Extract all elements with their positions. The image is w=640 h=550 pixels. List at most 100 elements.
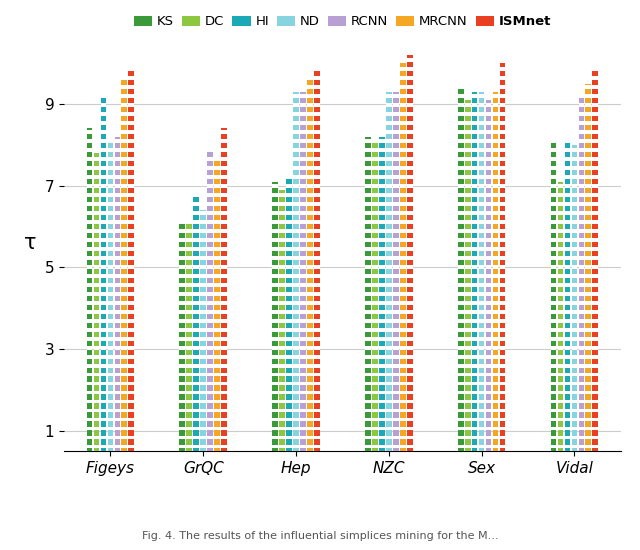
Bar bbox=[458, 274, 463, 278]
Bar bbox=[465, 122, 470, 125]
Bar bbox=[365, 265, 371, 269]
Bar bbox=[207, 220, 213, 224]
Bar bbox=[293, 292, 299, 296]
Bar bbox=[122, 301, 127, 305]
Bar bbox=[207, 409, 213, 412]
Bar bbox=[593, 328, 598, 332]
Bar bbox=[486, 328, 492, 332]
Bar bbox=[365, 382, 371, 386]
Bar bbox=[386, 265, 392, 269]
Bar bbox=[221, 148, 227, 152]
Bar bbox=[293, 122, 299, 125]
Bar bbox=[272, 328, 278, 332]
Bar bbox=[214, 175, 220, 179]
Bar bbox=[500, 364, 506, 367]
Bar bbox=[100, 391, 106, 394]
Bar bbox=[129, 122, 134, 125]
Bar bbox=[193, 283, 199, 287]
Bar bbox=[300, 355, 306, 359]
Bar bbox=[122, 166, 127, 170]
Bar bbox=[300, 184, 306, 188]
Bar bbox=[500, 346, 506, 350]
Bar bbox=[400, 444, 406, 448]
Bar bbox=[129, 391, 134, 394]
Bar bbox=[122, 418, 127, 421]
Bar bbox=[586, 103, 591, 107]
Bar bbox=[272, 229, 278, 233]
Bar bbox=[108, 319, 113, 323]
Bar bbox=[129, 130, 134, 134]
Bar bbox=[400, 220, 406, 224]
Bar bbox=[365, 391, 371, 394]
Bar bbox=[365, 346, 371, 350]
Bar bbox=[279, 436, 285, 439]
Bar bbox=[86, 364, 92, 367]
Bar bbox=[400, 95, 406, 98]
Bar bbox=[286, 355, 292, 359]
Bar bbox=[293, 166, 299, 170]
Bar bbox=[500, 85, 506, 89]
Bar bbox=[286, 319, 292, 323]
Bar bbox=[386, 310, 392, 314]
Bar bbox=[586, 391, 591, 394]
Bar bbox=[293, 436, 299, 439]
Bar bbox=[300, 265, 306, 269]
Bar bbox=[307, 157, 313, 161]
Bar bbox=[379, 175, 385, 179]
Bar bbox=[400, 409, 406, 412]
Bar bbox=[564, 256, 570, 260]
Bar bbox=[393, 220, 399, 224]
Bar bbox=[579, 157, 584, 161]
Bar bbox=[393, 283, 399, 287]
Bar bbox=[486, 400, 492, 404]
Bar bbox=[407, 238, 413, 242]
Bar bbox=[129, 148, 134, 152]
Bar bbox=[365, 301, 371, 305]
Bar bbox=[564, 427, 570, 431]
Bar bbox=[186, 283, 192, 287]
Bar bbox=[479, 95, 484, 98]
Bar bbox=[458, 103, 463, 107]
Bar bbox=[115, 382, 120, 386]
Bar bbox=[186, 400, 192, 404]
Bar bbox=[122, 103, 127, 107]
Bar bbox=[214, 157, 220, 161]
Bar bbox=[472, 256, 477, 260]
Bar bbox=[493, 283, 499, 287]
Bar bbox=[550, 166, 556, 170]
Bar bbox=[193, 319, 199, 323]
Bar bbox=[479, 256, 484, 260]
Bar bbox=[550, 265, 556, 269]
Bar bbox=[307, 122, 313, 125]
Bar bbox=[200, 274, 206, 278]
Bar bbox=[214, 211, 220, 215]
Bar bbox=[179, 382, 185, 386]
Bar bbox=[479, 310, 484, 314]
Bar bbox=[386, 139, 392, 143]
Bar bbox=[407, 444, 413, 448]
Bar bbox=[493, 95, 499, 98]
Bar bbox=[200, 436, 206, 439]
Bar bbox=[550, 355, 556, 359]
Bar bbox=[372, 301, 378, 305]
Bar bbox=[400, 184, 406, 188]
Bar bbox=[93, 346, 99, 350]
Bar bbox=[129, 337, 134, 340]
Bar bbox=[386, 175, 392, 179]
Bar bbox=[286, 328, 292, 332]
Bar bbox=[579, 96, 584, 98]
Bar bbox=[386, 355, 392, 359]
Bar bbox=[486, 418, 492, 421]
Bar bbox=[465, 211, 470, 215]
Bar bbox=[221, 220, 227, 224]
Bar bbox=[186, 346, 192, 350]
Bar bbox=[286, 400, 292, 404]
Bar bbox=[86, 427, 92, 431]
Bar bbox=[479, 292, 484, 296]
Bar bbox=[593, 337, 598, 340]
Bar bbox=[593, 427, 598, 431]
Bar bbox=[93, 328, 99, 332]
Bar bbox=[500, 409, 506, 412]
Bar bbox=[193, 211, 199, 215]
Bar bbox=[407, 346, 413, 350]
